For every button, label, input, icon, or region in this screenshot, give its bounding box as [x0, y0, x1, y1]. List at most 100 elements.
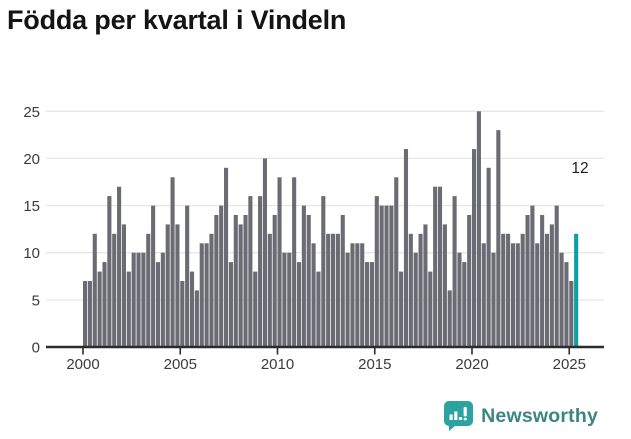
bar [476, 111, 481, 348]
bar [355, 243, 360, 347]
bar [428, 271, 433, 347]
bar [540, 215, 545, 347]
bar [248, 196, 253, 347]
bar [199, 243, 204, 347]
y-tick-label: 10 [23, 245, 40, 262]
bar [272, 215, 277, 347]
bar [296, 262, 302, 347]
newsworthy-chart-bubble-icon [444, 401, 474, 431]
bar [374, 196, 379, 347]
bar [549, 224, 554, 347]
bar [180, 281, 185, 347]
bar [287, 252, 292, 347]
bar [340, 215, 345, 347]
bar [403, 149, 409, 347]
bar [350, 243, 355, 347]
bar [413, 252, 418, 347]
bar [433, 186, 438, 347]
bar [292, 177, 297, 347]
y-tick-label: 0 [32, 340, 40, 357]
bars-group [83, 111, 579, 348]
highlighted-bar [574, 233, 579, 347]
bar [481, 243, 486, 347]
bar [301, 205, 306, 347]
bar [219, 205, 224, 347]
x-axis [46, 345, 604, 355]
bar [326, 233, 331, 347]
newsworthy-logo: Newsworthy [444, 401, 598, 431]
bar [330, 233, 336, 347]
bar [389, 205, 394, 347]
bar [554, 205, 559, 347]
bar [267, 233, 272, 347]
x-tick-label: 2015 [358, 356, 391, 373]
bar [282, 252, 287, 347]
bar [447, 290, 452, 347]
bar [437, 186, 443, 347]
bar [306, 215, 311, 347]
bar [418, 233, 423, 347]
bar [83, 281, 88, 347]
bar [467, 215, 472, 347]
bar [384, 205, 389, 347]
bar [121, 224, 126, 347]
bar [452, 196, 457, 347]
bar [345, 252, 350, 347]
bar [442, 224, 447, 347]
y-tick-label: 15 [23, 198, 40, 215]
bar [136, 252, 141, 347]
bar [151, 205, 156, 347]
bar [525, 215, 530, 347]
bar [316, 271, 321, 347]
bar [194, 290, 199, 347]
bar [535, 243, 540, 347]
bar [170, 177, 175, 347]
bar [228, 262, 233, 347]
bar [189, 271, 195, 347]
bar [233, 215, 238, 347]
bar [408, 233, 413, 347]
y-tick-label: 25 [23, 104, 40, 121]
bar [262, 158, 268, 347]
x-tick-label: 2010 [261, 356, 294, 373]
bar [253, 271, 258, 347]
bar [238, 224, 243, 347]
bar [97, 271, 102, 347]
bar [185, 205, 190, 347]
bar [491, 252, 496, 347]
bar [160, 252, 165, 347]
bar [131, 252, 136, 347]
bar [258, 196, 263, 347]
chart-title: Födda per kvartal i Vindeln [7, 5, 347, 35]
bar [165, 224, 170, 347]
bar [515, 243, 520, 347]
bar [107, 196, 112, 347]
bar [399, 271, 404, 347]
bar [209, 233, 214, 347]
bar [126, 271, 131, 347]
bar [472, 149, 477, 347]
y-axis-labels: 0 5 10 15 20 25 [23, 104, 40, 357]
bar [335, 233, 340, 347]
bar [277, 177, 282, 347]
bar [243, 215, 248, 347]
bar [141, 252, 146, 347]
bar [175, 224, 180, 347]
x-tick-label: 2000 [66, 356, 99, 373]
bar [112, 233, 117, 347]
bar [87, 281, 92, 347]
bar [214, 215, 219, 347]
bar [544, 233, 550, 347]
bar [365, 262, 370, 347]
y-tick-label: 5 [32, 292, 40, 309]
bar [462, 262, 467, 347]
bar [486, 167, 491, 347]
bar [379, 205, 384, 347]
bar [501, 233, 506, 347]
bar [564, 262, 569, 347]
x-tick-label: 2005 [164, 356, 197, 373]
bar [360, 243, 365, 347]
bar [394, 177, 399, 347]
